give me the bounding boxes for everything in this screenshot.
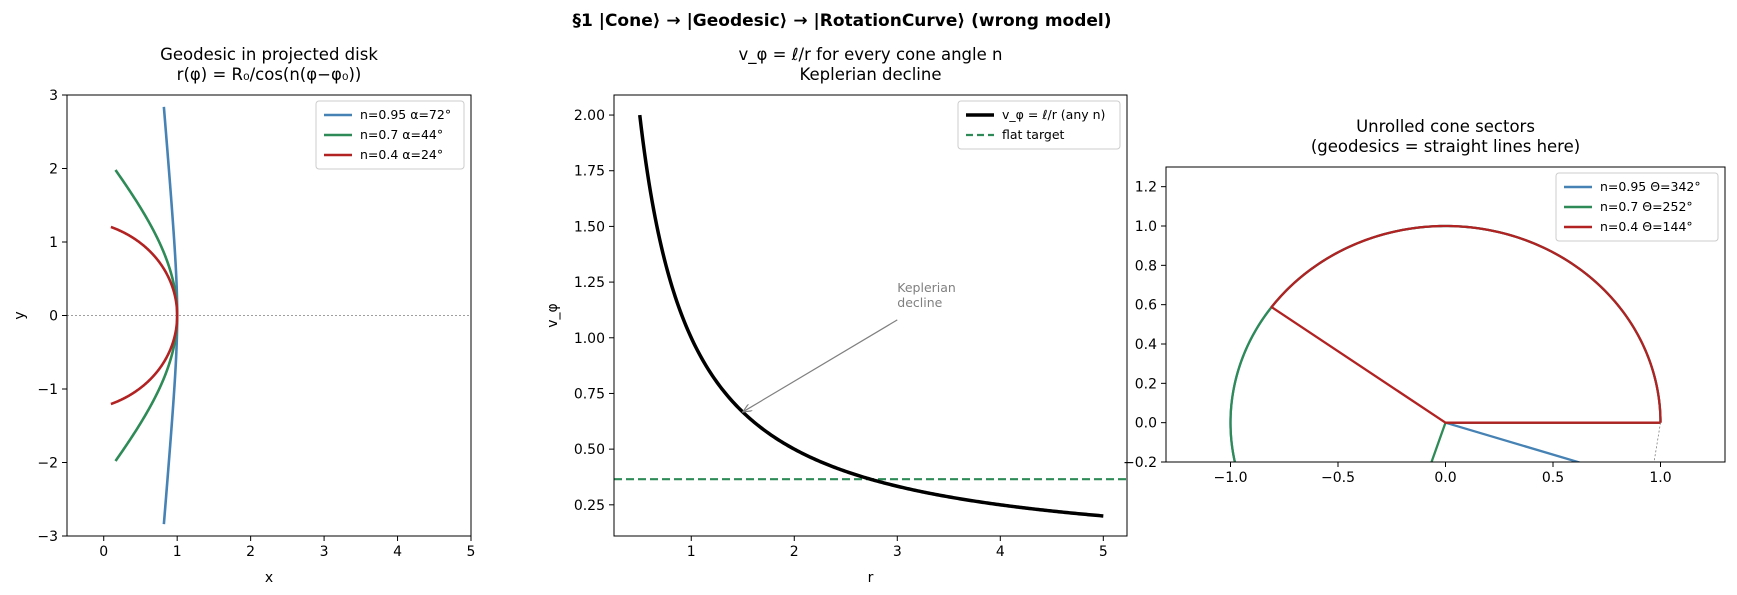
x-tick-label: 1 [687,544,696,560]
legend-label: n=0.4 α=24° [360,147,443,162]
geodesic-projected-disk-panel: 0 1 2 3 4 5 −3 −2 −1 0 1 2 3 x y Geodesic in projected … [12,45,475,586]
y-tick-label: 0.75 [574,386,605,402]
x-tick-label: 4 [393,544,402,560]
y-tick-label: −2 [37,456,58,472]
x-tick-label: 2 [246,544,255,560]
y-tick-label: 0.50 [574,442,605,458]
x-tick-label: 3 [893,544,902,560]
annotation-text-line1: Keplerian [897,280,956,295]
legend-label: flat target [1002,127,1065,142]
y-tick-label: 1.0 [1135,219,1157,235]
geodesic-curve-n0.4 [110,225,179,406]
keplerian-curve [638,114,1104,518]
x-tick-label: 1 [173,544,182,560]
y-axis-label: y [12,311,28,319]
y-tick-label: 0 [49,309,58,325]
y-tick-label: 0.6 [1135,298,1157,314]
annotation-arrow [743,319,898,412]
legend-label: n=0.7 α=44° [360,127,443,142]
unrolled-cone-sectors-panel: −1.0 −0.5 0.0 0.5 1.0 −0.2 0.0 0.2 0.4 0.6 0.8 1.0 1… [1123,117,1726,486]
y-tick-label: −3 [37,529,58,545]
y-tick-label: −0.2 [1123,455,1157,471]
y-tick-label: 0.4 [1135,337,1157,353]
legend-box [1555,172,1719,242]
y-tick-label: 1.00 [574,331,605,347]
y-tick-label: 2 [49,162,58,178]
x-tick-label: −1.0 [1214,470,1248,486]
x-tick-label: 4 [996,544,1005,560]
y-tick-label: −1 [37,382,58,398]
legend-label: n=0.4 Θ=144° [1600,219,1693,234]
x-tick-label: 5 [467,544,476,560]
y-tick-label: 3 [49,88,58,104]
annotation-text-line2: decline [897,295,942,310]
x-tick-label: 0.0 [1434,470,1456,486]
legend-label: n=0.7 Θ=252° [1600,199,1693,214]
y-tick-label: 1.75 [574,164,605,180]
sector-outline-n144 [1270,224,1662,424]
y-tick-label: 0.2 [1135,376,1157,392]
chart-title-line2: (geodesics = straight lines here) [1311,137,1580,156]
cone-sectors [1229,224,1662,462]
x-axis-label: x [265,570,273,586]
y-tick-label: 1.50 [574,219,605,235]
legend-box [957,100,1121,150]
legend-label: n=0.95 α=72° [360,107,451,122]
reference-line [1653,422,1661,463]
y-tick-label: 1.25 [574,275,605,291]
x-tick-label: 3 [320,544,329,560]
x-tick-label: 1.0 [1649,470,1671,486]
geodesic-curves [110,106,179,525]
y-axis-label: v_φ [545,303,561,328]
y-tick-label: 0.8 [1135,258,1157,274]
chart-title-line1: Geodesic in projected disk [160,45,378,64]
y-tick-label: 0.0 [1135,416,1157,432]
y-tick-label: 0.25 [574,498,605,514]
chart-title-line1: v_φ = ℓ/r for every cone angle n [739,45,1003,65]
legend-label: v_φ = ℓ/r (any n) [1002,107,1105,122]
x-tick-label: 0 [99,544,108,560]
x-axis-label: r [868,570,874,586]
y-tick-label: 2.00 [574,108,605,124]
legend-box [315,100,465,170]
x-tick-label: 0.5 [1542,470,1564,486]
chart-title-line2: Keplerian decline [799,65,941,84]
chart-title-line1: Unrolled cone sectors [1356,117,1535,136]
y-tick-label: 1 [49,235,58,251]
figure-suptitle: §1 |Cone⟩ → |Geodesic⟩ → |RotationCurve⟩… [572,11,1111,31]
x-tick-label: 5 [1099,544,1108,560]
x-tick-label: 2 [790,544,799,560]
x-tick-label: −0.5 [1321,470,1355,486]
legend-label: n=0.95 Θ=342° [1600,179,1701,194]
axes-frame [613,94,1128,537]
y-tick-label: 1.2 [1135,180,1157,196]
chart-title-line2: r(φ) = R₀/cos(n(φ−φ₀)) [177,65,362,84]
